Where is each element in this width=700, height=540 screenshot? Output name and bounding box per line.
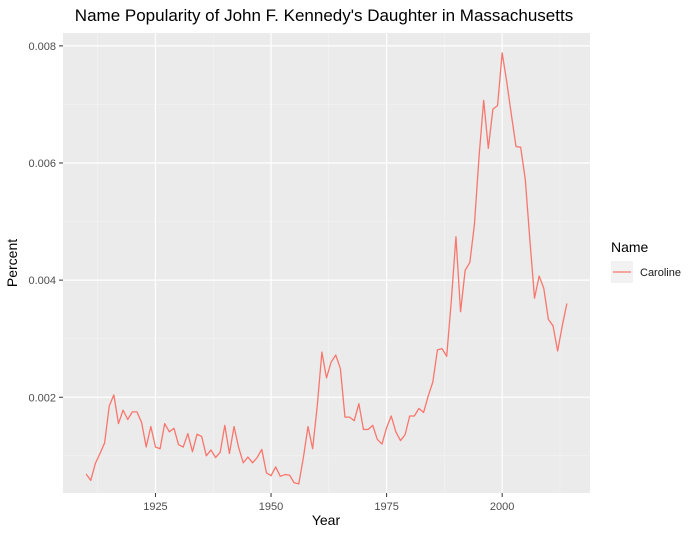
legend-label-caroline: Caroline: [640, 267, 681, 279]
series-line-caroline: [85, 52, 568, 485]
x-tick-label: 1925: [143, 501, 167, 513]
y-tick-label: 0.006: [28, 158, 56, 170]
x-tick-label: 1950: [259, 501, 283, 513]
series-layer: [85, 52, 568, 485]
x-tick-label: 2000: [490, 501, 514, 513]
y-tick-label: 0.004: [28, 275, 56, 287]
legend-title: Name: [611, 239, 649, 255]
legend: Name Caroline: [611, 239, 681, 283]
x-axis: 1925 1950 1975 2000: [143, 493, 514, 513]
grid-major: [63, 33, 590, 493]
x-axis-label: Year: [312, 512, 341, 528]
chart-title: Name Popularity of John F. Kennedy's Dau…: [75, 6, 573, 25]
x-tick-label: 1975: [374, 501, 398, 513]
y-tick-label: 0.008: [28, 41, 56, 53]
y-axis: 0.002 0.004 0.006 0.008: [28, 41, 63, 404]
y-axis-label: Percent: [4, 239, 20, 287]
y-tick-label: 0.002: [28, 392, 56, 404]
